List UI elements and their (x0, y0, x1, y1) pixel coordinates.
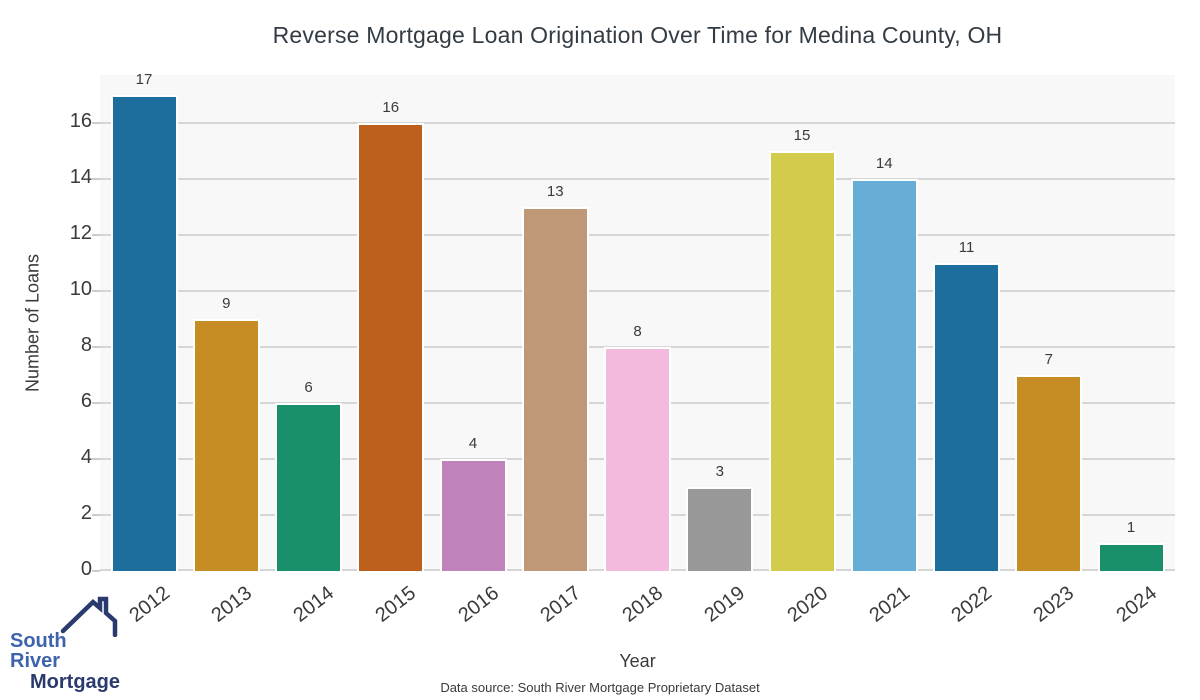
x-tick-label-2020: 2020 (782, 582, 832, 627)
x-tick-label-2021: 2021 (865, 582, 914, 627)
gridline-y10 (100, 290, 1175, 292)
bar-value-2023: 7 (1044, 351, 1053, 368)
y-tick-label-2: 2 (80, 502, 92, 524)
gridline-y12 (100, 234, 1175, 236)
y-tick-mark-14 (92, 178, 100, 180)
y-tick-mark-2 (92, 514, 100, 516)
y-tick-mark-4 (92, 458, 100, 460)
x-tick-label-2022: 2022 (947, 582, 997, 627)
gridline-y16 (100, 122, 1175, 124)
y-tick-mark-12 (92, 234, 100, 236)
bar-value-2024: 1 (1126, 519, 1136, 536)
logo-text-line2: Mortgage (30, 670, 120, 693)
plot-area: 17 9 6 16 4 13 8 3 15 14 11 7 1 (100, 71, 1175, 571)
bar-value-2014: 6 (304, 379, 313, 396)
x-tick-label-2016: 2016 (453, 582, 503, 627)
x-tick-label-2018: 2018 (618, 582, 668, 627)
x-tick-label-2017: 2017 (536, 582, 585, 627)
x-axis-title: Year (619, 651, 656, 671)
y-tick-mark-8 (92, 346, 100, 348)
x-tick-label-2019: 2019 (700, 582, 750, 627)
y-tick-label-6: 6 (80, 390, 92, 412)
y-tick-label-10: 10 (69, 278, 92, 300)
bar-value-2020: 15 (793, 127, 811, 144)
bar-value-2016: 4 (468, 435, 478, 452)
brand-logo: South River Mortgage (10, 595, 120, 692)
logo-text-line1: South River (10, 629, 67, 673)
bar-value-2017: 13 (546, 183, 564, 200)
y-tick-mark-6 (92, 402, 100, 404)
bar-2015 (357, 123, 425, 571)
y-tick-label-8: 8 (80, 334, 92, 356)
y-tick-label-4: 4 (80, 446, 92, 468)
bar-2018 (604, 347, 671, 571)
house-roof-icon (60, 596, 118, 637)
bar-value-2015: 16 (382, 99, 400, 116)
bar-2012 (110, 95, 178, 571)
bar-2022 (933, 263, 1000, 571)
x-tick-label-2024: 2024 (1111, 582, 1161, 627)
x-tick-label-2014: 2014 (289, 582, 339, 627)
data-source-note: Data source: South River Mortgage Propri… (440, 680, 760, 695)
chart-title: Reverse Mortgage Loan Origination Over T… (272, 22, 1003, 48)
bar-value-2022: 11 (958, 239, 975, 256)
bar-value-2013: 9 (222, 295, 231, 312)
bar-value-2021: 14 (875, 155, 893, 172)
y-tick-mark-16 (92, 122, 100, 124)
y-tick-label-14: 14 (69, 166, 92, 188)
y-axis-title: Number of Loans (22, 253, 43, 393)
bar-2016 (439, 459, 507, 571)
bar-value-2019: 3 (715, 463, 724, 480)
bar-2023 (1015, 375, 1083, 571)
bar-2013 (192, 319, 260, 571)
y-tick-mark-10 (92, 290, 100, 292)
x-tick-label-2015: 2015 (371, 582, 421, 627)
bar-2017 (521, 207, 589, 571)
bar-value-2012: 17 (135, 71, 153, 88)
x-tick-label-2012: 2012 (124, 582, 174, 627)
x-tick-label-2023: 2023 (1029, 582, 1079, 627)
bar-2019 (686, 487, 754, 571)
bar-2021 (850, 179, 918, 571)
y-tick-mark-0 (92, 570, 100, 572)
bar-2014 (275, 403, 342, 571)
bar-2020 (768, 151, 836, 571)
y-tick-label-16: 16 (69, 110, 92, 132)
gridline-y14 (100, 178, 1175, 180)
y-tick-label-0: 0 (80, 558, 92, 580)
bar-2024 (1097, 543, 1165, 571)
x-tick-label-2013: 2013 (207, 582, 256, 627)
bar-value-2018: 8 (633, 323, 642, 340)
y-tick-label-12: 12 (69, 222, 92, 244)
